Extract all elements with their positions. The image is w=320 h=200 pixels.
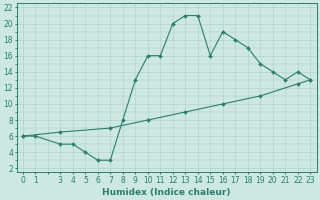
- X-axis label: Humidex (Indice chaleur): Humidex (Indice chaleur): [102, 188, 231, 197]
